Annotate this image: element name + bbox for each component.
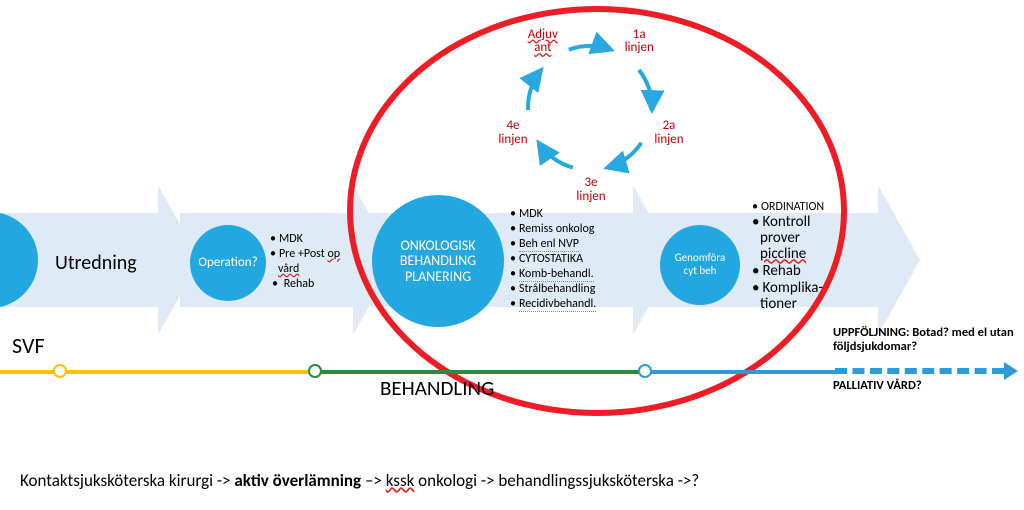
diagram-stage: Utredning Operation? MDKPre +Post opvård… — [0, 0, 1024, 510]
footer-bold: aktiv överlämning — [234, 470, 361, 491]
footer-p2: –> — [361, 470, 386, 491]
behandling-label: BEHANDLING — [380, 375, 494, 401]
emphasis-red-ring — [347, 6, 847, 416]
footer-p3: onkologi -> behandlingssjuksköterska ->? — [414, 470, 699, 491]
footer-p1: Kontaktsjuksköterska kirurgi -> — [20, 470, 234, 491]
palliativ-text: PALLIATIV VÅRD? — [833, 378, 1018, 393]
footer-kssk: kssk — [386, 470, 415, 491]
footer-line: Kontaktsjuksköterska kirurgi -> aktiv öv… — [20, 470, 699, 491]
circle-operation-label: Operation? — [198, 256, 257, 270]
svf-label: SVF — [12, 332, 45, 359]
followup-text: UPPFÖLJNING: Botad? med el utan följdsju… — [833, 326, 1018, 355]
stage-label-utredning: Utredning — [55, 251, 137, 275]
